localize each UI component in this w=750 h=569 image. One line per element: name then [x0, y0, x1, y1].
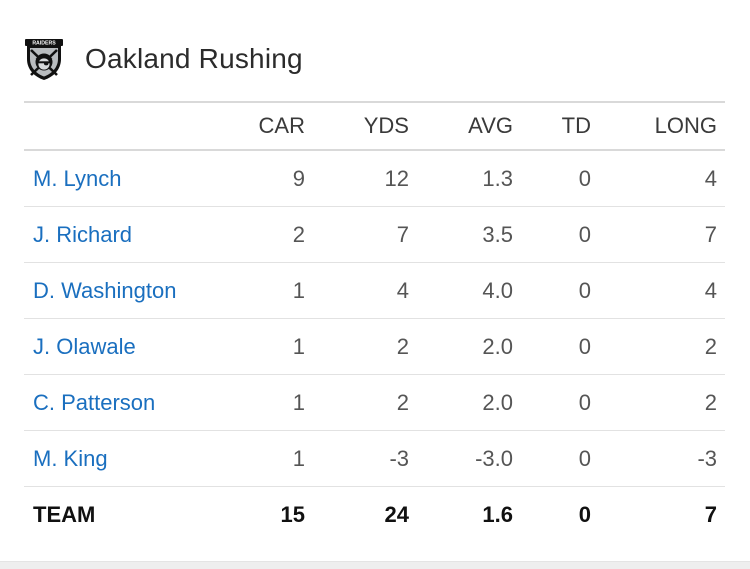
team-total-row: TEAM 15 24 1.6 0 7: [24, 487, 725, 544]
car-cell: 1: [229, 374, 313, 431]
car-cell: 9: [229, 150, 313, 207]
player-link[interactable]: D. Washington: [24, 262, 229, 319]
long-cell: 2: [599, 374, 725, 431]
table-row: C. Patterson 1 2 2.0 0 2: [24, 374, 725, 431]
yds-cell: 2: [313, 374, 417, 431]
column-header-td: TD: [521, 102, 599, 151]
player-link[interactable]: M. Lynch: [24, 150, 229, 207]
long-cell: 2: [599, 318, 725, 375]
avg-cell: 2.0: [417, 374, 521, 431]
avg-cell: 1.3: [417, 150, 521, 207]
total-long-cell: 7: [704, 502, 717, 527]
avg-cell: 2.0: [417, 318, 521, 375]
table-row: J. Richard 2 7 3.5 0 7: [24, 206, 725, 263]
td-cell: 0: [521, 150, 599, 207]
car-cell: 1: [229, 430, 313, 487]
car-cell: 2: [229, 206, 313, 263]
long-cell: 4: [599, 150, 725, 207]
car-cell: 1: [229, 262, 313, 319]
total-td-cell: 0: [578, 502, 591, 527]
team-label: TEAM: [33, 502, 96, 527]
yds-cell: -3: [313, 430, 417, 487]
avg-cell: -3.0: [417, 430, 521, 487]
header-row: CAR YDS AVG TD LONG: [24, 102, 725, 151]
column-header-avg: AVG: [417, 102, 521, 151]
column-header-long: LONG: [599, 102, 725, 151]
td-cell: 0: [521, 262, 599, 319]
td-cell: 0: [521, 318, 599, 375]
long-cell: 7: [599, 206, 725, 263]
long-cell: -3: [599, 430, 725, 487]
yds-cell: 7: [313, 206, 417, 263]
td-cell: 0: [521, 206, 599, 263]
column-header-car: CAR: [229, 102, 313, 151]
long-cell: 4: [599, 262, 725, 319]
yds-cell: 12: [313, 150, 417, 207]
player-link[interactable]: J. Olawale: [24, 318, 229, 375]
avg-cell: 3.5: [417, 206, 521, 263]
bottom-divider: [0, 561, 750, 569]
total-car-cell: 15: [280, 502, 305, 527]
avg-cell: 4.0: [417, 262, 521, 319]
yds-cell: 4: [313, 262, 417, 319]
team-header: RAIDERS Oakland Rushing: [24, 36, 303, 82]
column-header-name: [24, 102, 229, 151]
logo-text: RAIDERS: [32, 41, 56, 47]
player-link[interactable]: M. King: [24, 430, 229, 487]
yds-cell: 2: [313, 318, 417, 375]
player-link[interactable]: J. Richard: [24, 206, 229, 263]
total-yds-cell: 24: [384, 502, 409, 527]
td-cell: 0: [521, 430, 599, 487]
table-row: J. Olawale 1 2 2.0 0 2: [24, 318, 725, 375]
player-link[interactable]: C. Patterson: [24, 374, 229, 431]
table-row: D. Washington 1 4 4.0 0 4: [24, 262, 725, 319]
rushing-table: CAR YDS AVG TD LONG M. Lynch 9 12 1.3 0 …: [24, 101, 725, 543]
raiders-logo-icon: RAIDERS: [25, 39, 63, 80]
table-row: M. Lynch 9 12 1.3 0 4: [24, 150, 725, 207]
table-row: M. King 1 -3 -3.0 0 -3: [24, 430, 725, 487]
page-title: Oakland Rushing: [85, 43, 303, 74]
column-header-yds: YDS: [313, 102, 417, 151]
car-cell: 1: [229, 318, 313, 375]
total-avg-cell: 1.6: [482, 502, 513, 527]
td-cell: 0: [521, 374, 599, 431]
